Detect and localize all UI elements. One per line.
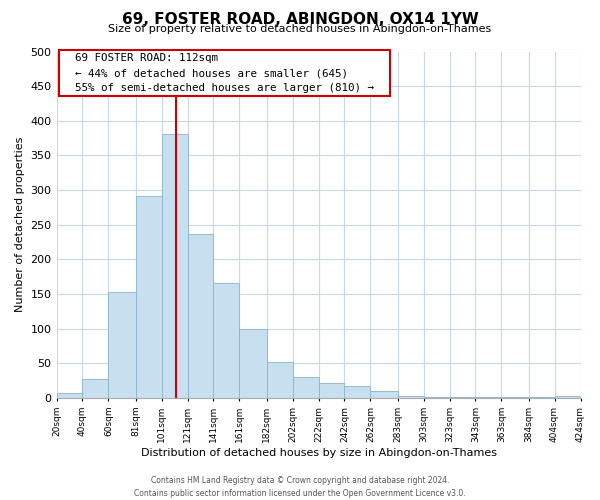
Bar (266, 362, 293, 398)
Bar (109, 292, 136, 398)
Bar (319, 382, 344, 398)
Text: 69 FOSTER ROAD: 112sqm  
  ← 44% of detached houses are smaller (645)  
  55% of: 69 FOSTER ROAD: 112sqm ← 44% of detached… (62, 53, 387, 93)
Bar (424, 396, 449, 398)
Bar (136, 196, 161, 398)
X-axis label: Distribution of detached houses by size in Abingdon-on-Thames: Distribution of detached houses by size … (140, 448, 497, 458)
Bar (529, 397, 554, 398)
Text: Contains HM Land Registry data © Crown copyright and database right 2024.
Contai: Contains HM Land Registry data © Crown c… (134, 476, 466, 498)
Bar (239, 330, 266, 398)
Bar (188, 234, 214, 398)
Text: Size of property relative to detached houses in Abingdon-on-Thames: Size of property relative to detached ho… (109, 24, 491, 34)
Bar (344, 386, 370, 398)
Bar (475, 397, 502, 398)
Text: 69, FOSTER ROAD, ABINGDON, OX14 1YW: 69, FOSTER ROAD, ABINGDON, OX14 1YW (122, 12, 478, 28)
Bar (293, 377, 319, 398)
Bar (161, 134, 188, 398)
Bar (398, 396, 424, 398)
Bar (502, 397, 529, 398)
Y-axis label: Number of detached properties: Number of detached properties (15, 137, 25, 312)
Bar (370, 391, 398, 398)
Bar (214, 283, 239, 398)
Bar (82, 379, 109, 398)
Bar (449, 397, 475, 398)
Bar (56, 393, 82, 398)
Bar (554, 396, 581, 398)
